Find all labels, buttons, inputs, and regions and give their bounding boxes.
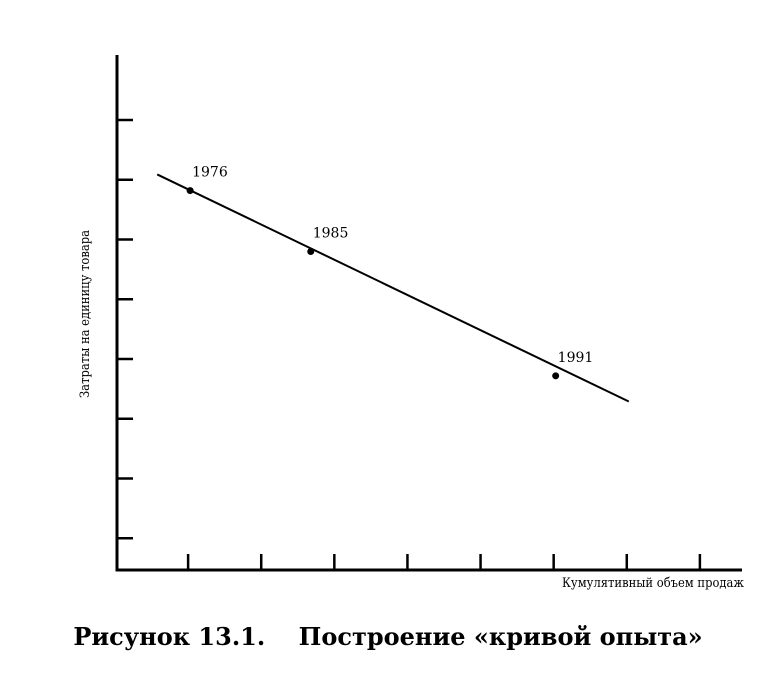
point-label: 1976	[192, 165, 228, 181]
caption-number: Рисунок 13.1.	[73, 622, 266, 651]
data-point	[552, 372, 560, 380]
series	[156, 173, 630, 403]
point-label: 1991	[558, 350, 594, 366]
figure-caption: Рисунок 13.1. Построение «кривой опыта»	[0, 622, 776, 651]
caption-title: Построение «кривой опыта»	[298, 622, 703, 651]
x-axis-label: Кумулятивный объем продаж	[562, 576, 744, 591]
data-point	[186, 187, 194, 195]
data-points: 1976 1985 1991	[186, 165, 594, 380]
point-label: 1985	[313, 226, 349, 242]
y-axis-label: Затраты на единицу товара	[78, 230, 93, 398]
axes	[115, 55, 742, 572]
data-point	[307, 248, 315, 256]
curve-line	[156, 173, 630, 403]
